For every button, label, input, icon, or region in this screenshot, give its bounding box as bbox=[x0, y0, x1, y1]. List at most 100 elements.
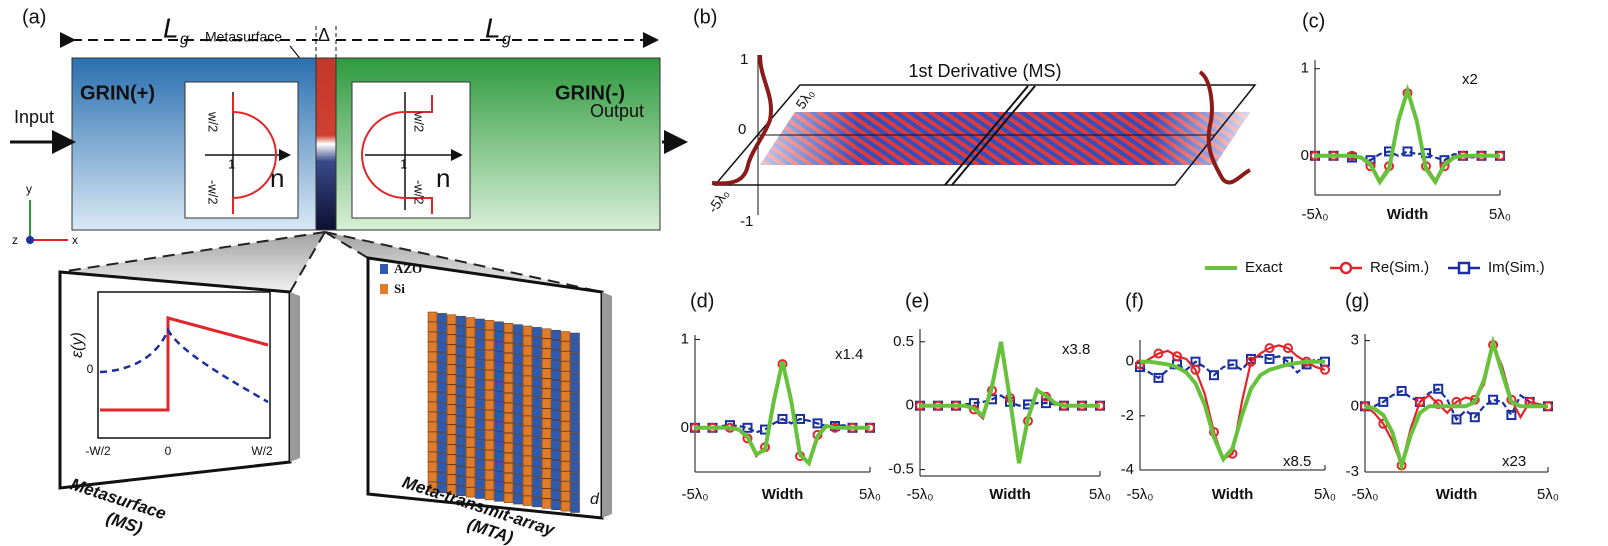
block bbox=[466, 358, 475, 368]
block bbox=[466, 418, 475, 428]
y-tick-label: -2 bbox=[1121, 407, 1134, 424]
plane-edge bbox=[290, 292, 300, 462]
block bbox=[552, 350, 561, 360]
block bbox=[495, 372, 504, 382]
block bbox=[561, 442, 570, 452]
block bbox=[523, 356, 532, 366]
block bbox=[561, 402, 570, 412]
ms-tick: 0 bbox=[87, 362, 94, 376]
block bbox=[466, 478, 475, 488]
block bbox=[495, 352, 504, 362]
block bbox=[504, 323, 513, 333]
block bbox=[542, 349, 551, 359]
block bbox=[447, 315, 456, 325]
block bbox=[485, 350, 494, 360]
x-axis-label: Width bbox=[762, 486, 804, 503]
block bbox=[571, 503, 580, 513]
block bbox=[533, 487, 542, 497]
block bbox=[504, 443, 513, 453]
block bbox=[438, 413, 447, 423]
block bbox=[504, 453, 513, 463]
block bbox=[504, 343, 513, 353]
block bbox=[571, 333, 580, 343]
block bbox=[523, 426, 532, 436]
block bbox=[552, 450, 561, 460]
length-symbol: L bbox=[485, 12, 501, 43]
block bbox=[447, 345, 456, 355]
block bbox=[466, 398, 475, 408]
block bbox=[457, 356, 466, 366]
block bbox=[438, 313, 447, 323]
block bbox=[533, 427, 542, 437]
y-tick-label: -4 bbox=[1121, 461, 1134, 478]
block bbox=[485, 330, 494, 340]
block bbox=[466, 458, 475, 468]
block bbox=[428, 322, 437, 332]
block bbox=[428, 342, 437, 352]
block bbox=[533, 337, 542, 347]
block bbox=[485, 380, 494, 390]
block bbox=[495, 382, 504, 392]
block bbox=[438, 443, 447, 453]
block bbox=[495, 402, 504, 412]
block bbox=[571, 473, 580, 483]
block bbox=[447, 425, 456, 435]
block bbox=[533, 457, 542, 467]
block bbox=[552, 370, 561, 380]
inset-axis-label: n bbox=[270, 163, 284, 193]
x-tick-label: -5λ₀ bbox=[681, 486, 708, 503]
block bbox=[533, 407, 542, 417]
block bbox=[571, 463, 580, 473]
y-tick-label: 0 bbox=[1351, 397, 1359, 414]
block bbox=[571, 363, 580, 373]
block bbox=[552, 460, 561, 470]
legend-label: Im(Sim.) bbox=[1488, 259, 1545, 276]
block bbox=[438, 393, 447, 403]
block bbox=[466, 448, 475, 458]
block bbox=[523, 346, 532, 356]
block bbox=[476, 419, 485, 429]
block bbox=[514, 325, 523, 335]
block bbox=[504, 423, 513, 433]
block bbox=[552, 340, 561, 350]
block bbox=[447, 335, 456, 345]
block bbox=[476, 369, 485, 379]
block bbox=[523, 326, 532, 336]
mta-blocks bbox=[428, 312, 580, 513]
block bbox=[495, 492, 504, 502]
y-tick-label: 0 bbox=[1126, 353, 1134, 370]
block bbox=[533, 387, 542, 397]
block bbox=[495, 432, 504, 442]
block bbox=[457, 386, 466, 396]
block bbox=[504, 433, 513, 443]
block bbox=[438, 383, 447, 393]
block bbox=[514, 365, 523, 375]
block bbox=[552, 380, 561, 390]
block bbox=[466, 328, 475, 338]
page: { "panel_a": {"label": "(a)", "length_le… bbox=[0, 0, 1608, 546]
block bbox=[447, 415, 456, 425]
block bbox=[561, 362, 570, 372]
block bbox=[447, 465, 456, 475]
metasurface-pointer: Metasurface bbox=[205, 29, 282, 45]
ms-tick: W/2 bbox=[251, 444, 273, 458]
block bbox=[495, 322, 504, 332]
block bbox=[504, 393, 513, 403]
block bbox=[428, 462, 437, 472]
block bbox=[457, 426, 466, 436]
block bbox=[571, 443, 580, 453]
block bbox=[514, 485, 523, 495]
block bbox=[561, 452, 570, 462]
block bbox=[542, 399, 551, 409]
block bbox=[457, 346, 466, 356]
block bbox=[552, 420, 561, 430]
panel-label: (d) bbox=[690, 290, 714, 312]
inset-tick: -w/2 bbox=[412, 180, 427, 205]
block bbox=[552, 330, 561, 340]
block bbox=[542, 339, 551, 349]
input-label: Input bbox=[14, 107, 54, 127]
block bbox=[495, 462, 504, 472]
block bbox=[447, 475, 456, 485]
block bbox=[523, 486, 532, 496]
block bbox=[457, 326, 466, 336]
